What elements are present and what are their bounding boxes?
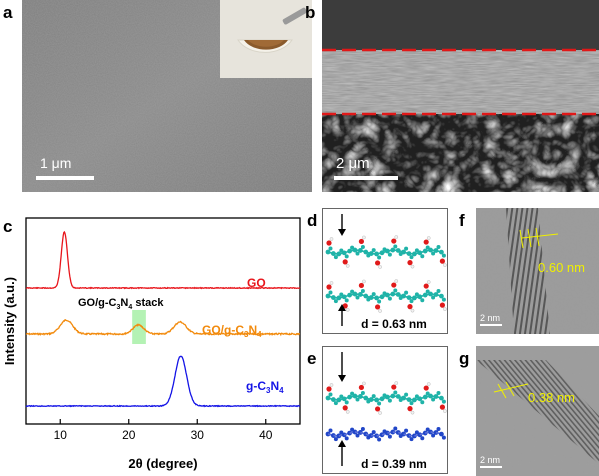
series-label-gcn: g-C3N4 bbox=[246, 379, 284, 395]
molecular-sheet bbox=[325, 279, 447, 313]
panel-g-scale-bar bbox=[480, 466, 502, 468]
stack-highlight-band bbox=[132, 310, 146, 344]
panel-f-tem-image: 0.60 nm 2 nm bbox=[476, 208, 599, 334]
panel-g-scale-label: 2 nm bbox=[480, 455, 500, 465]
x-tick-label: 20 bbox=[122, 428, 136, 442]
panel-a-inset-photo bbox=[220, 0, 312, 78]
x-tick-label: 10 bbox=[54, 428, 68, 442]
panel-b-sem-image: 2 μm bbox=[322, 0, 599, 192]
panel-a-scale-label: 1 μm bbox=[40, 155, 71, 171]
panel-c-xrd-chart: GO GO/g-C3N4 g-C3N4 GO/g-C3N4 stack 10 20… bbox=[2, 217, 301, 471]
panel-e-spacing-label: d = 0.39 nm bbox=[361, 457, 427, 471]
series-label-go-gcn: GO/g-C3N4 bbox=[202, 323, 262, 339]
panel-d-model: d = 0.63 nm bbox=[322, 208, 448, 334]
x-axis-label: 2θ (degree) bbox=[128, 456, 197, 471]
panel-letter-c: c bbox=[3, 217, 13, 236]
panel-letter-b: b bbox=[305, 3, 316, 22]
panel-d-spacing-label: d = 0.63 nm bbox=[361, 317, 427, 331]
panel-a-scale-bar bbox=[36, 176, 94, 180]
panel-f-scale-label: 2 nm bbox=[480, 313, 500, 323]
panel-letter-d: d bbox=[307, 211, 318, 230]
x-tick-label: 30 bbox=[191, 428, 205, 442]
panel-letter-e: e bbox=[307, 349, 317, 368]
series-label-go: GO bbox=[247, 276, 266, 290]
panel-a: 1 μm bbox=[22, 0, 312, 192]
series-gcn-line bbox=[25, 355, 301, 408]
panel-f-scale-bar bbox=[480, 324, 502, 326]
panel-letter-f: f bbox=[459, 211, 465, 230]
panel-b-scale-label: 2 μm bbox=[336, 155, 370, 172]
panel-b-scale-bar bbox=[334, 176, 398, 180]
series-go-line bbox=[25, 230, 301, 290]
panel-e-model: d = 0.39 nm bbox=[322, 346, 448, 474]
panel-letter-g: g bbox=[459, 349, 470, 368]
panel-b: 2 μm bbox=[322, 0, 599, 192]
panel-f-fringe-label: 0.60 nm bbox=[538, 260, 585, 275]
panel-g-tem-image: 0.38 nm 2 nm bbox=[476, 346, 599, 476]
molecular-sheet bbox=[325, 381, 447, 415]
plot-frame bbox=[25, 217, 301, 425]
y-axis-label: Intensity (a.u.) bbox=[2, 277, 17, 365]
series-go-gcn-line bbox=[25, 319, 301, 337]
panel-letter-a: a bbox=[3, 3, 13, 22]
x-tick-label: 40 bbox=[259, 428, 273, 442]
x-axis-ticks: 10 20 30 40 bbox=[54, 419, 273, 442]
stack-annotation: GO/g-C3N4 stack bbox=[78, 297, 164, 311]
molecular-sheet bbox=[325, 235, 447, 269]
panel-g-fringe-label: 0.38 nm bbox=[528, 390, 575, 405]
molecular-sheet bbox=[325, 426, 446, 442]
